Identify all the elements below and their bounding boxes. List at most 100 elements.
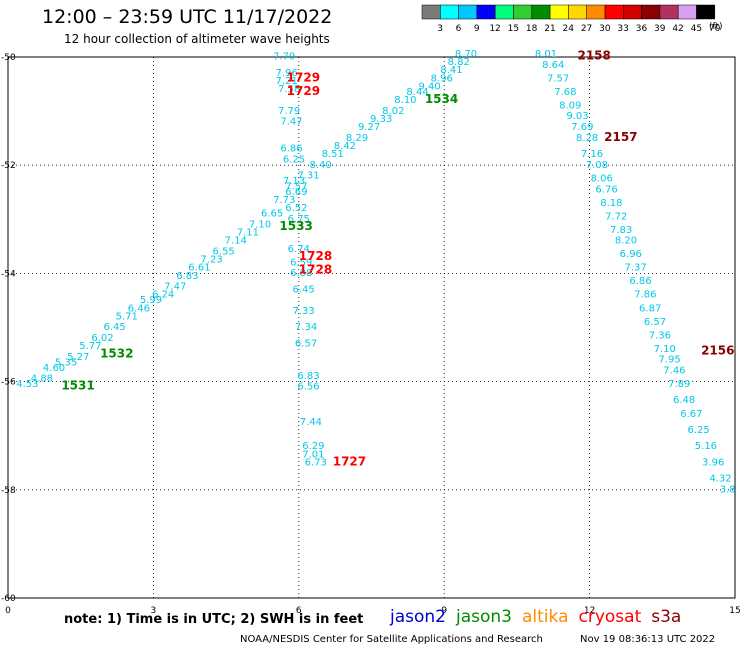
satellite-legend-item: jason3 [456, 607, 512, 627]
colorbar-unit: (ft) [709, 22, 723, 32]
colorbar-label: 42 [672, 24, 683, 34]
wave-height-point: 6.69 [285, 187, 307, 198]
pass-time-label: 1728 [299, 262, 332, 276]
colorbar-label: 18 [526, 24, 538, 34]
wave-height-point: 8.09 [559, 100, 581, 111]
satellite-legend-item: s3a [651, 607, 682, 627]
wave-height-point: 7.36 [649, 330, 671, 341]
wave-height-point: 9.33 [370, 114, 392, 125]
wave-height-point: 7.73 [273, 195, 295, 206]
wave-height-point: 3.8 [720, 485, 736, 496]
wave-height-point: 8.29 [346, 133, 368, 144]
wave-height-point: 8.10 [394, 95, 416, 106]
wave-height-point: 6.88 [290, 268, 312, 279]
footer-timestamp: Nov 19 08:36:13 UTC 2022 [580, 634, 716, 645]
wave-height-point: 7.47 [280, 117, 302, 128]
wave-height-point: 4.88 [31, 374, 53, 385]
colorbar-swatch [458, 4, 478, 20]
pass-time-label: 1534 [425, 92, 458, 106]
wave-height-point: 6.86 [280, 144, 302, 155]
colorbar-swatch [604, 4, 624, 20]
colorbar: 3 6 9 12 15 18 21 24 27 30 33 36 39 42 45 70 [421, 4, 721, 34]
page-title: 12:00 – 23:59 UTC 11/17/2022 [42, 6, 333, 28]
wave-height-point: 7.79 [278, 106, 300, 117]
pass-time-label: 1531 [61, 379, 94, 393]
wave-height-point: 7.69 [571, 122, 593, 133]
wave-height-point: 6.61 [188, 263, 210, 274]
wave-height-point: 7.58 [278, 84, 300, 95]
colorbar-label: 15 [508, 24, 519, 34]
x-tick-label: 6 [296, 606, 302, 616]
colorbar-label: 45 [691, 24, 702, 34]
wave-height-point: 5.16 [695, 441, 717, 452]
colorbar-label: 30 [599, 24, 611, 34]
wave-height-point: 7.21 [276, 76, 298, 87]
colorbar-label: 39 [654, 24, 666, 34]
wave-height-point: 7.31 [297, 171, 319, 182]
wave-height-point: 5.27 [67, 352, 89, 363]
wave-height-point: 8.70 [455, 49, 477, 60]
wave-height-point: 7.10 [249, 219, 271, 230]
wave-height-point: 4.60 [43, 363, 65, 374]
wave-height-point: 7.08 [586, 160, 608, 171]
colorbar-label: 70 [709, 24, 721, 34]
chart-tick-labels: 0 3 6 9 12 15 -50 -52 -54 -56 -58 -60 [1, 53, 740, 616]
wave-height-point: 7.72 [605, 211, 627, 222]
wave-height-point: 7.46 [663, 365, 685, 376]
wave-height-point: 8.20 [615, 236, 637, 247]
wave-height-point: 6.25 [688, 425, 710, 436]
wave-height-point: 9.03 [566, 111, 588, 122]
colorbar-swatch [586, 4, 606, 20]
chart-points: 4.534.884.605.355.275.776.026.455.716.46… [16, 49, 735, 496]
wave-height-point: 7.10 [654, 344, 676, 355]
wave-height-point: 7.79 [273, 52, 295, 63]
wave-height-point: 7.14 [225, 236, 247, 247]
wave-height-point: 6.59 [290, 257, 312, 268]
colorbar-label: 36 [636, 24, 648, 34]
page-subtitle: 12 hour collection of altimeter wave hei… [64, 32, 330, 46]
pass-time-label: 1533 [279, 219, 312, 233]
wave-height-point: 7.13 [283, 176, 305, 187]
y-tick-label: -54 [1, 269, 16, 279]
colorbar-label: 33 [617, 24, 628, 34]
wave-height-point: 9.40 [419, 81, 441, 92]
wave-height-point: 9.27 [358, 122, 380, 133]
wave-height-point: 6.83 [176, 271, 198, 282]
wave-height-point: 7.96 [276, 68, 298, 79]
wave-height-point: 6.45 [103, 322, 125, 333]
colorbar-swatch [513, 4, 533, 20]
wave-height-point: 6.74 [288, 244, 310, 255]
wave-height-point: 7.57 [547, 73, 569, 84]
colorbar-label: 9 [474, 24, 480, 34]
wave-height-point: 6.45 [293, 284, 315, 295]
colorbar-swatch [623, 4, 642, 20]
wave-height-point: 7.86 [634, 290, 656, 301]
wave-height-point: 6.24 [152, 290, 174, 301]
plot-frame [7, 56, 736, 599]
wave-height-point: 8.41 [440, 65, 462, 76]
y-tick-label: -52 [1, 161, 16, 171]
wave-height-point: 5.99 [140, 295, 162, 306]
wave-height-point: 6.46 [128, 303, 150, 314]
wave-height-point: 6.57 [295, 338, 317, 349]
colorbar-swatch [549, 4, 569, 20]
pass-time-label: 2156 [701, 344, 734, 358]
satellite-legend-item: altika [522, 607, 569, 627]
wave-height-point: 6.56 [297, 382, 319, 393]
wave-height-point: 8.42 [334, 141, 356, 152]
wave-height-point: 7.47 [164, 282, 186, 293]
wave-height-point: 3.96 [702, 457, 724, 468]
wave-height-point: 7.44 [300, 417, 322, 428]
wave-height-point: 6.73 [305, 457, 327, 468]
colorbar-swatch [641, 4, 661, 20]
wave-height-point: 8.01 [535, 49, 557, 60]
wave-height-point: 6.96 [620, 249, 642, 260]
pass-time-label: 2157 [604, 130, 637, 144]
wave-height-point: 8.18 [600, 198, 622, 209]
colorbar-swatch [440, 4, 459, 20]
wave-height-point: 8.64 [542, 60, 564, 71]
wave-height-point: 7.95 [658, 355, 680, 366]
pass-time-label: 1729 [287, 70, 320, 84]
wave-height-point: 8.44 [406, 87, 428, 98]
wave-height-point: 6.86 [629, 276, 651, 287]
